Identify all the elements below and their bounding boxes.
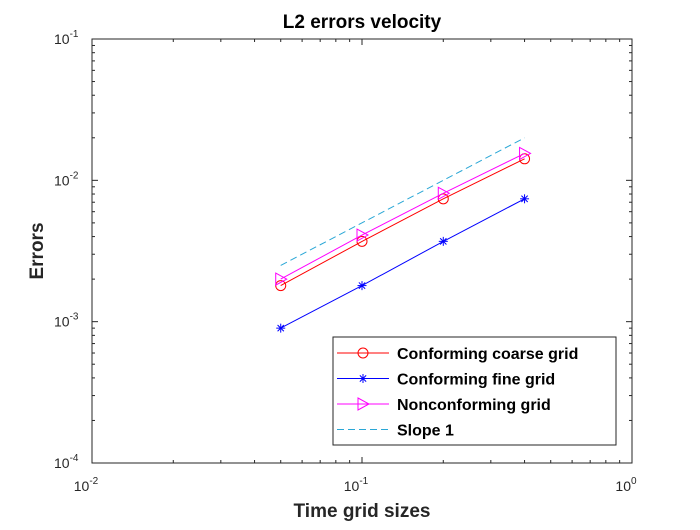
- chart-title: L2 errors velocity: [283, 12, 442, 33]
- y-tick-base: 10: [54, 455, 70, 471]
- y-tick-base: 10: [54, 314, 70, 330]
- y-tick-label: 10-2: [54, 170, 79, 188]
- x-tick-exponent: 0: [631, 476, 637, 487]
- y-tick-exponent: -1: [70, 29, 79, 40]
- legend-label: Slope 1: [397, 423, 454, 440]
- y-tick-label: 10-3: [54, 312, 79, 330]
- series-conforming-fine-grid: [276, 194, 530, 333]
- asterisk-stroke: [359, 374, 367, 383]
- x-axis-label: Time grid sizes: [294, 501, 431, 522]
- data-point: [275, 272, 288, 286]
- series-line: [280, 152, 525, 280]
- legend-entry: Slope 1: [337, 423, 454, 440]
- data-point: [356, 228, 370, 242]
- y-axis-label: Errors: [27, 222, 48, 279]
- x-tick-exponent: -1: [359, 476, 368, 487]
- series-slope-1: [280, 137, 525, 266]
- y-tick-base: 10: [54, 172, 70, 188]
- y-tick-base: 10: [54, 31, 70, 47]
- data-point: [357, 281, 367, 291]
- data-point: [437, 186, 451, 201]
- data-point: [520, 194, 530, 204]
- y-tick-label: 10-4: [54, 453, 79, 471]
- x-tick-base: 10: [615, 478, 631, 494]
- y-tick-exponent: -4: [70, 453, 79, 464]
- asterisk-stroke: [277, 324, 285, 332]
- data-point: [276, 323, 286, 333]
- legend-label: Conforming coarse grid: [397, 346, 578, 363]
- legend-marker: [357, 347, 369, 359]
- x-tick-base: 10: [74, 478, 90, 494]
- legend-entry: Conforming coarse grid: [337, 346, 578, 363]
- series-nonconforming-grid: [275, 146, 532, 286]
- data-point: [438, 236, 448, 246]
- x-tick-label: 100: [615, 476, 637, 494]
- x-tick-label: 10-1: [344, 476, 369, 494]
- legend-label: Nonconforming grid: [397, 397, 551, 414]
- legend-box: [332, 336, 617, 446]
- y-tick-exponent: -3: [70, 312, 79, 323]
- legend: Conforming coarse grid Conforming fine gr…: [332, 336, 617, 446]
- x-tick-base: 10: [344, 478, 360, 494]
- legend-label: Conforming fine grid: [397, 372, 555, 389]
- series-layer: [275, 137, 532, 333]
- legend-marker: [358, 374, 368, 383]
- legend-entry: Conforming fine grid: [337, 372, 555, 389]
- series-line: [280, 158, 525, 287]
- x-tick-exponent: -2: [89, 476, 98, 487]
- series-line: [280, 137, 525, 266]
- series-line: [280, 198, 525, 329]
- data-point: [519, 146, 532, 161]
- plot-frame: [91, 38, 633, 464]
- legend-marker: [357, 397, 371, 411]
- y-tick-label: 10-1: [54, 29, 79, 47]
- asterisk-stroke: [439, 237, 447, 245]
- y-tick-exponent: -2: [70, 170, 79, 181]
- legend-entry: Nonconforming grid: [337, 397, 551, 414]
- asterisk-stroke: [521, 195, 529, 203]
- asterisk-stroke: [358, 282, 366, 290]
- x-tick-label: 10-2: [74, 476, 99, 494]
